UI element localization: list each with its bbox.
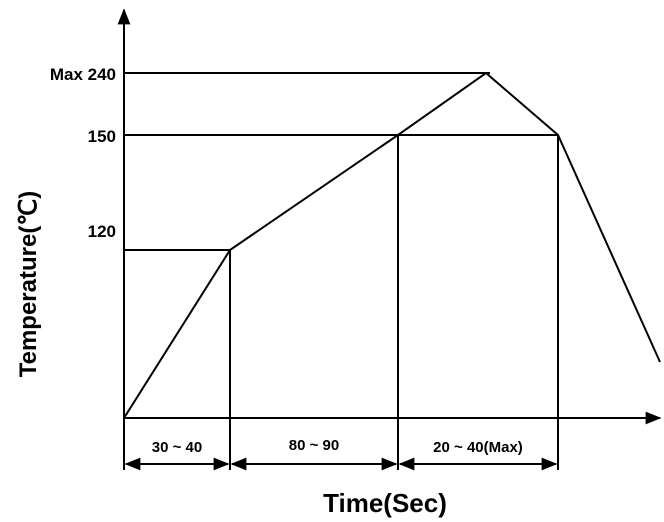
x-axis-label: Time(Sec) [323,488,447,518]
y-tick-label-120: 120 [88,222,116,241]
y-tick-label-max-240: Max 240 [50,65,116,84]
y-axis-label: Temperature(℃) [15,191,42,378]
y-tick-label-150: 150 [88,127,116,146]
segment-label-1: 30 ~ 40 [152,439,202,456]
segment-label-3: 20 ~ 40(Max) [433,439,523,456]
segment-label-2: 80 ~ 90 [289,437,339,454]
temperature-profile-line [123,71,661,419]
guide-lines [123,72,559,470]
